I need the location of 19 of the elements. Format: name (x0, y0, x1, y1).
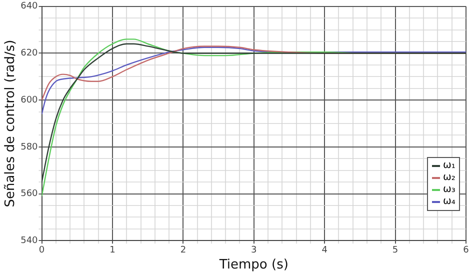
x-tick-label: 4 (322, 245, 328, 256)
x-tick-label: 3 (251, 245, 257, 256)
y-tick-label: 640 (20, 2, 38, 12)
legend-label: ω₃ (443, 184, 456, 196)
x-tick-label: 6 (463, 245, 470, 256)
y-tick-label: 600 (20, 95, 38, 106)
x-tick-label: 5 (392, 245, 398, 256)
y-tick-label: 540 (20, 236, 38, 246)
x-axis-title: Tiempo (s) (218, 258, 288, 273)
x-tick-label: 2 (180, 245, 186, 256)
y-tick-label: 580 (20, 142, 38, 152)
x-tick-label: 1 (110, 245, 116, 256)
legend-label: ω₁ (443, 160, 456, 172)
y-tick-label: 620 (20, 48, 38, 59)
legend-label: ω₂ (443, 172, 456, 184)
y-tick-label: 560 (20, 189, 38, 200)
legend-label: ω₄ (443, 196, 456, 208)
y-axis-title: Señales de control (rad/s) (3, 40, 18, 208)
x-tick-label: 0 (38, 245, 45, 256)
